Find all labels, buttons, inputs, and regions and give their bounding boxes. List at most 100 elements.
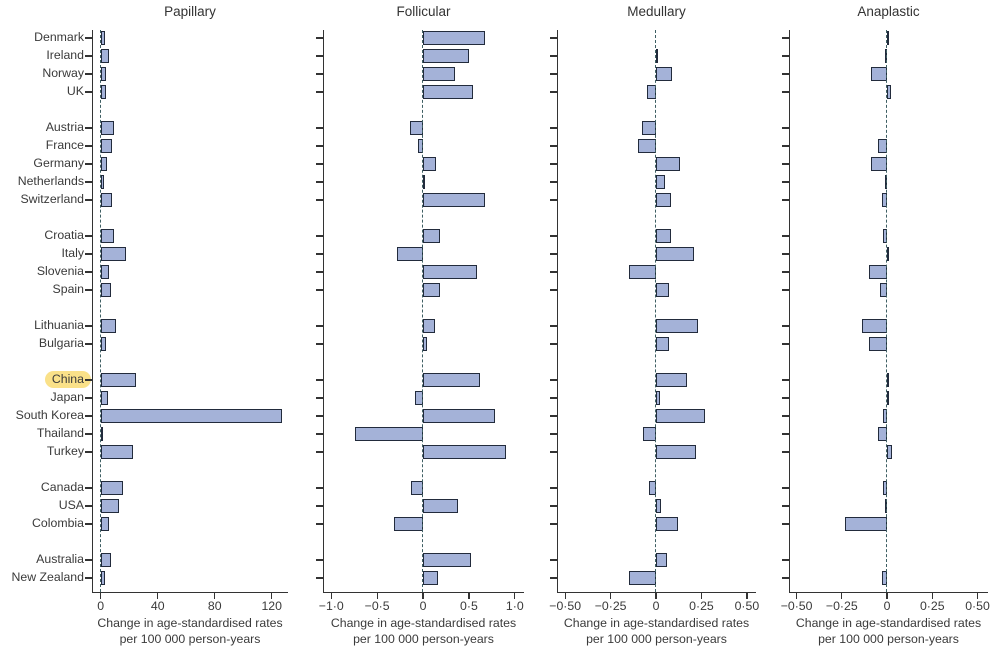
x-tick-papillary xyxy=(214,592,216,599)
bar-follicular-denmark xyxy=(423,31,486,45)
y-tick-medullary xyxy=(550,271,557,273)
x-axis-caption-line2-medullary: per 100 000 person-years xyxy=(586,632,727,646)
y-tick-papillary xyxy=(85,487,92,489)
y-tick-anaplastic xyxy=(782,451,789,453)
y-tick-medullary xyxy=(550,559,557,561)
bar-papillary-switzerland xyxy=(100,193,113,207)
x-tick-label-follicular: 0 xyxy=(419,599,427,613)
x-tick-label-medullary: 0·25 xyxy=(689,599,714,613)
bar-follicular-south-korea xyxy=(423,409,495,423)
y-tick-papillary xyxy=(85,127,92,129)
country-label-thailand: Thailand xyxy=(0,426,84,440)
y-tick-anaplastic xyxy=(782,127,789,129)
y-tick-papillary xyxy=(85,559,92,561)
x-tick-anaplastic xyxy=(976,592,979,599)
country-label-japan: Japan xyxy=(0,390,84,404)
x-tick-anaplastic xyxy=(795,592,798,599)
x-tick-label-anaplastic: 0·50 xyxy=(965,599,990,613)
country-label-ireland: Ireland xyxy=(0,48,84,62)
bar-medullary-austria xyxy=(641,121,657,135)
y-tick-papillary xyxy=(85,433,92,435)
country-label-croatia: Croatia xyxy=(0,228,84,242)
x-tick-label-follicular: 1·0 xyxy=(505,599,524,613)
y-tick-follicular xyxy=(316,433,323,435)
bar-papillary-canada xyxy=(100,481,124,495)
y-tick-follicular xyxy=(316,397,323,399)
country-label-australia: Australia xyxy=(0,552,84,566)
x-tick-label-anaplastic: 0·25 xyxy=(919,599,945,613)
country-label-text: Slovenia xyxy=(36,264,84,278)
country-label-south-korea: South Korea xyxy=(0,408,84,422)
y-tick-papillary xyxy=(85,271,92,273)
y-tick-anaplastic xyxy=(782,55,789,57)
y-tick-follicular xyxy=(316,271,323,273)
y-tick-papillary xyxy=(85,181,92,183)
country-label-spain: Spain xyxy=(0,282,84,296)
bar-medullary-japan xyxy=(656,391,660,405)
country-label-text: Colombia xyxy=(32,516,84,530)
y-tick-papillary xyxy=(85,577,92,579)
bar-medullary-australia xyxy=(656,553,667,567)
bar-papillary-france xyxy=(100,139,113,153)
y-tick-anaplastic xyxy=(782,199,789,201)
country-label-uk: UK xyxy=(0,84,84,98)
bar-papillary-uk xyxy=(100,85,107,99)
y-tick-papillary xyxy=(85,325,92,327)
y-tick-anaplastic xyxy=(782,559,789,561)
country-label-text: Thailand xyxy=(36,426,84,440)
country-label-usa: USA xyxy=(0,498,84,512)
bar-medullary-bulgaria xyxy=(656,337,669,351)
bar-papillary-austria xyxy=(100,121,114,135)
country-label-text: Turkey xyxy=(46,444,84,458)
bar-papillary-slovenia xyxy=(100,265,110,279)
panel-title-medullary: Medullary xyxy=(627,4,686,19)
x-axis-caption-line1-medullary: Change in age-standardised rates xyxy=(563,616,750,630)
country-label-text: South Korea xyxy=(15,408,84,422)
bar-anaplastic-lithuania xyxy=(861,319,888,333)
y-tick-follicular xyxy=(316,73,323,75)
bar-papillary-spain xyxy=(100,283,111,297)
bar-follicular-croatia xyxy=(423,229,441,243)
bar-follicular-china xyxy=(423,373,480,387)
bar-papillary-lithuania xyxy=(100,319,117,333)
y-tick-anaplastic xyxy=(782,181,789,183)
country-label-text: Japan xyxy=(50,390,84,404)
country-label-france: France xyxy=(0,138,84,152)
x-tick-label-follicular: 0·5 xyxy=(460,599,478,613)
bar-anaplastic-japan xyxy=(887,391,890,405)
y-tick-medullary xyxy=(550,199,557,201)
country-label-text: Spain xyxy=(52,282,84,296)
bar-papillary-croatia xyxy=(100,229,114,243)
y-tick-anaplastic xyxy=(782,433,789,435)
x-tick-label-medullary: 0·50 xyxy=(734,599,760,613)
y-tick-follicular xyxy=(316,253,323,255)
bar-medullary-slovenia xyxy=(628,265,657,279)
y-tick-medullary xyxy=(550,343,557,345)
bar-medullary-china xyxy=(656,373,687,387)
y-tick-follicular xyxy=(316,451,323,453)
country-label-text: Norway xyxy=(42,66,84,80)
y-tick-follicular xyxy=(316,163,323,165)
y-tick-anaplastic xyxy=(782,145,789,147)
country-label-text: Canada xyxy=(40,480,84,494)
bar-medullary-france xyxy=(637,139,657,153)
country-label-text: Italy xyxy=(61,246,84,260)
x-axis-caption-line2-follicular: per 100 000 person-years xyxy=(353,632,494,646)
x-tick-follicular xyxy=(422,592,424,599)
bar-follicular-italy xyxy=(397,247,424,261)
country-label-germany: Germany xyxy=(0,156,84,170)
y-tick-follicular xyxy=(316,145,323,147)
y-tick-follicular xyxy=(316,487,323,489)
y-tick-follicular xyxy=(316,505,323,507)
x-tick-label-papillary: 120 xyxy=(261,599,282,613)
country-label-text: Bulgaria xyxy=(38,336,84,350)
bar-medullary-italy xyxy=(656,247,695,261)
y-tick-anaplastic xyxy=(782,73,789,75)
y-tick-follicular xyxy=(316,91,323,93)
x-tick-follicular xyxy=(376,592,378,599)
bar-follicular-austria xyxy=(410,121,424,135)
y-tick-papillary xyxy=(85,55,92,57)
bar-medullary-south-korea xyxy=(656,409,706,423)
y-tick-papillary xyxy=(85,163,92,165)
